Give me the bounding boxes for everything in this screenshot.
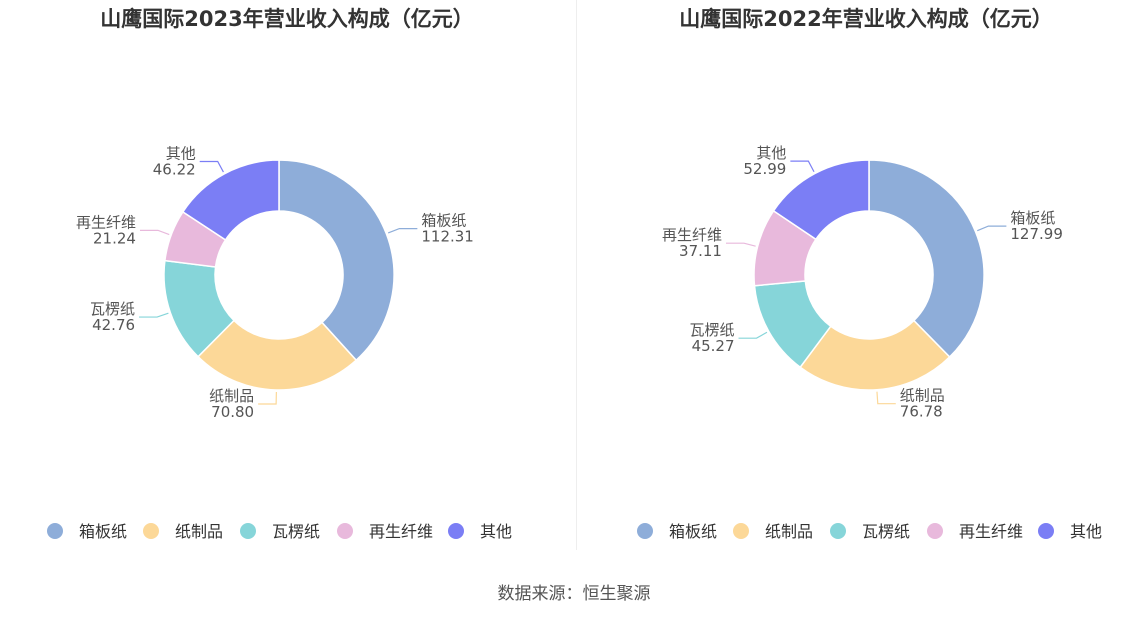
legend-label: 瓦楞纸 [272, 522, 320, 541]
slice-label-name: 纸制品 [209, 387, 254, 405]
slice-label-value: 52.99 [743, 160, 786, 178]
leader-line [876, 391, 896, 405]
slice-label-name: 其他 [166, 144, 196, 162]
panel-divider [576, 0, 577, 550]
slice-label-name: 瓦楞纸 [90, 300, 135, 318]
slice-label-value: 45.27 [692, 337, 735, 355]
chart-title: 山鹰国际2023年营业收入构成（亿元） [100, 7, 473, 31]
leader-line [387, 227, 418, 234]
legend-marker[interactable] [337, 523, 353, 539]
pie-slice[interactable] [278, 159, 395, 362]
legend-marker[interactable] [830, 523, 846, 539]
leader-line [139, 312, 169, 318]
pie-slice[interactable] [181, 159, 280, 241]
leader-line [199, 160, 224, 173]
slice-label-value: 76.78 [900, 403, 943, 421]
slice-label-value: 70.80 [211, 403, 254, 421]
legend-label: 瓦楞纸 [862, 522, 910, 541]
slice-label-value: 46.22 [153, 160, 196, 178]
legend-label: 箱板纸 [79, 522, 127, 541]
legend-marker[interactable] [637, 523, 653, 539]
slice-label-name: 再生纤维 [662, 226, 722, 244]
slice-label-name: 箱板纸 [1010, 209, 1055, 227]
leader-line [790, 160, 815, 173]
legend-marker[interactable] [240, 523, 256, 539]
slice-label-name: 其他 [756, 144, 786, 162]
pie-slice[interactable] [799, 319, 951, 391]
slice-label-name: 纸制品 [900, 387, 945, 405]
slice-label-name: 箱板纸 [421, 212, 466, 230]
legend-marker[interactable] [733, 523, 749, 539]
legend-marker[interactable] [47, 523, 63, 539]
leader-line [725, 242, 756, 247]
chart-title: 山鹰国际2022年营业收入构成（亿元） [679, 7, 1052, 31]
legend-marker[interactable] [448, 523, 464, 539]
slice-label-value: 21.24 [93, 229, 136, 247]
leader-line [139, 229, 170, 236]
data-source: 数据来源：恒生聚源 [497, 584, 651, 604]
legend-label: 其他 [1070, 522, 1102, 541]
slice-label-value: 42.76 [92, 316, 135, 334]
legend-marker[interactable] [143, 523, 159, 539]
legend-label: 再生纤维 [369, 522, 433, 541]
slice-label-name: 瓦楞纸 [690, 321, 735, 339]
leader-line [738, 331, 768, 339]
pie-slice[interactable] [868, 159, 985, 359]
leader-line [258, 391, 277, 405]
slice-label-value: 127.99 [1010, 225, 1062, 243]
slice-label-value: 37.11 [679, 242, 722, 260]
leader-line [977, 225, 1007, 232]
legend-label: 纸制品 [765, 522, 813, 541]
slice-label-name: 再生纤维 [76, 213, 136, 231]
legend-marker[interactable] [927, 523, 943, 539]
legend-label: 其他 [480, 522, 512, 541]
legend-label: 箱板纸 [669, 522, 717, 541]
slice-label-value: 112.31 [421, 228, 474, 246]
pie-slice[interactable] [772, 159, 870, 241]
pie-slice[interactable] [197, 319, 358, 391]
legend-marker[interactable] [1038, 523, 1054, 539]
legend-label: 再生纤维 [959, 522, 1023, 541]
legend-label: 纸制品 [175, 522, 223, 541]
